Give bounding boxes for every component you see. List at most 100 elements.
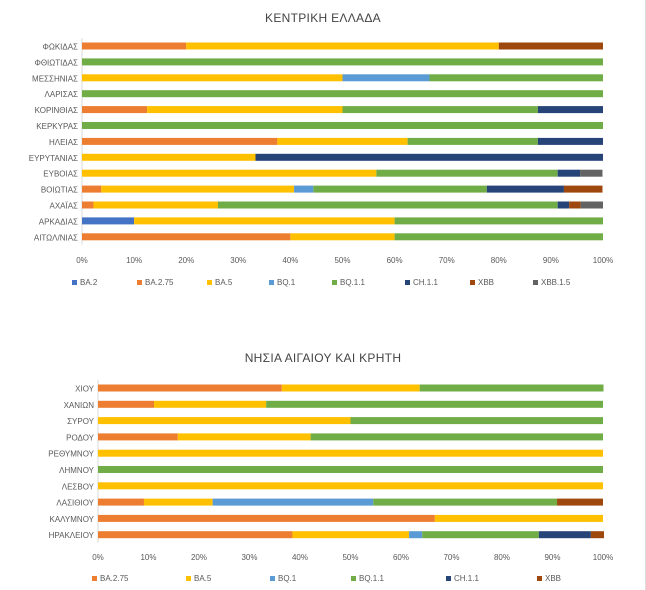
category-label: ΑΙΤΩΛ/ΝΙΑΣ: [34, 233, 78, 242]
x-tick-label: 70%: [443, 553, 459, 562]
bar-segment-CH.1.1: [538, 531, 591, 539]
bar-segment-BQ.1.1: [313, 185, 487, 193]
bar-segment-BQ.1: [342, 74, 430, 82]
bar-segment-CH.1.1: [537, 137, 603, 145]
bar-segment-XBB.1.5: [580, 169, 603, 177]
category-label: ΒΟΙΩΤΙΑΣ: [41, 186, 78, 195]
x-tick-label: 10%: [126, 256, 142, 265]
category-label: ΑΧΑΪΑΣ: [49, 202, 78, 211]
chart-title-central-greece: ΚΕΝΤΡΙΚΗ ΕΛΛΑΔΑ: [265, 11, 381, 25]
x-tick-label: 40%: [292, 553, 308, 562]
legend-label: XBB: [478, 278, 494, 287]
x-tick-label: 0%: [76, 256, 88, 265]
bar-segment-BA.2.75: [82, 185, 102, 193]
bar-segment-BA.5: [147, 106, 343, 114]
bar-segment-BQ.1: [212, 498, 374, 506]
category-label: ΗΡΑΚΛΕΙΟΥ: [49, 531, 95, 540]
x-tick-label: 90%: [544, 553, 560, 562]
bar-segment-BQ.1.1: [407, 137, 538, 145]
legend-swatch: [92, 576, 97, 581]
bar-segment-XBB: [590, 531, 605, 539]
bar-segment-BA.2.75: [82, 233, 291, 241]
x-tick-label: 100%: [593, 256, 613, 265]
legend-label: XBB: [545, 574, 561, 583]
bar-segment-BA.5: [277, 137, 408, 145]
x-tick-label: 70%: [439, 256, 455, 265]
legend-label: BQ.1.1: [359, 574, 384, 583]
legend-swatch: [446, 576, 451, 581]
legend-label: BA.2.75: [100, 574, 129, 583]
bar-segment-BA.2.75: [98, 400, 155, 408]
bar-segment-CH.1.1: [486, 185, 564, 193]
bar-segment-BA.2.75: [82, 137, 278, 145]
bar-segment-XBB: [563, 185, 603, 193]
x-tick-label: 40%: [282, 256, 298, 265]
bar-segment-BA.5: [281, 384, 420, 392]
legend-swatch: [137, 280, 142, 285]
bar-segment-XBB: [498, 42, 603, 50]
category-label: ΑΡΚΑΔΙΑΣ: [39, 217, 78, 226]
bar-segment-BQ.1.1: [217, 201, 558, 209]
category-label: ΧΑΝΙΩΝ: [64, 401, 95, 410]
bar-segment-BA.2.75: [98, 384, 282, 392]
x-tick-label: 10%: [140, 553, 156, 562]
bar-segment-BQ.1.1: [266, 400, 603, 408]
bar-segment-BQ.1.1: [394, 233, 603, 241]
legend-swatch: [207, 280, 212, 285]
bar-segment-CH.1.1: [537, 106, 603, 114]
bar-segment-BA.5: [101, 185, 295, 193]
bar-segment-BA.2.75: [98, 433, 178, 441]
bar-segment-BQ.1.1: [342, 106, 538, 114]
legend-swatch: [470, 280, 475, 285]
category-label: ΛΕΣΒΟΥ: [62, 482, 95, 491]
category-label: ΦΘΙΩΤΙΔΑΣ: [34, 58, 78, 67]
category-label: ΚΟΡΙΝΘΙΑΣ: [35, 106, 78, 115]
x-tick-label: 30%: [241, 553, 257, 562]
bar-segment-BQ.1.1: [373, 498, 558, 506]
category-label: ΕΥΒΟΙΑΣ: [43, 170, 78, 179]
category-label: ΛΗΜΝΟΥ: [59, 466, 95, 475]
bar-segment-BA.5: [134, 217, 395, 225]
x-tick-label: 80%: [491, 256, 507, 265]
category-label: ΜΕΣΣΗΝΙΑΣ: [32, 74, 78, 83]
x-tick-label: 50%: [334, 256, 350, 265]
bar-segment-BA.2.75: [82, 42, 187, 50]
x-tick-label: 100%: [593, 553, 613, 562]
bar-segment-BA.2: [82, 217, 135, 225]
legend-label: BA.2.75: [145, 278, 174, 287]
bar-segment-BA.2.75: [98, 498, 144, 506]
bar-segment-BQ.1.1: [422, 531, 539, 539]
bar-segment-BA.2.75: [82, 201, 94, 209]
legend-swatch: [537, 576, 542, 581]
bar-segment-XBB: [569, 201, 581, 209]
bar-segment-BQ.1.1: [82, 122, 603, 129]
category-label: ΚΕΡΚΥΡΑΣ: [36, 122, 78, 131]
bar-segment-BQ.1.1: [376, 169, 558, 177]
bar-segment-BA.5: [82, 169, 377, 177]
bar-segment-BA.2.75: [82, 106, 148, 114]
category-label: ΣΥΡΟΥ: [67, 417, 95, 426]
legend-swatch: [269, 280, 274, 285]
x-tick-label: 30%: [230, 256, 246, 265]
bar-segment-BQ.1: [294, 185, 314, 193]
bar-segment-BA.5: [434, 514, 603, 522]
bar-segment-BA.5: [98, 417, 351, 425]
x-tick-label: 60%: [387, 256, 403, 265]
bar-segment-XBB.1.5: [580, 201, 603, 209]
legend-label: BQ.1: [277, 278, 296, 287]
category-label: ΛΑΡΙΣΑΣ: [45, 90, 79, 99]
bar-segment-BA.5: [82, 74, 343, 82]
legend-swatch: [270, 576, 275, 581]
x-tick-label: 20%: [191, 553, 207, 562]
bar-segment-BQ.1.1: [98, 466, 603, 473]
bar-segment-BA.5: [98, 449, 603, 457]
bar-segment-BQ.1: [409, 531, 423, 539]
bar-segment-BA.5: [98, 482, 603, 490]
legend-label: XBB.1.5: [541, 278, 571, 287]
bar-segment-BA.2.75: [98, 531, 293, 539]
bar-segment-BA.5: [143, 498, 213, 506]
bar-segment-CH.1.1: [557, 169, 581, 177]
category-label: ΦΩΚΙΔΑΣ: [42, 43, 78, 52]
x-tick-label: 80%: [494, 553, 510, 562]
